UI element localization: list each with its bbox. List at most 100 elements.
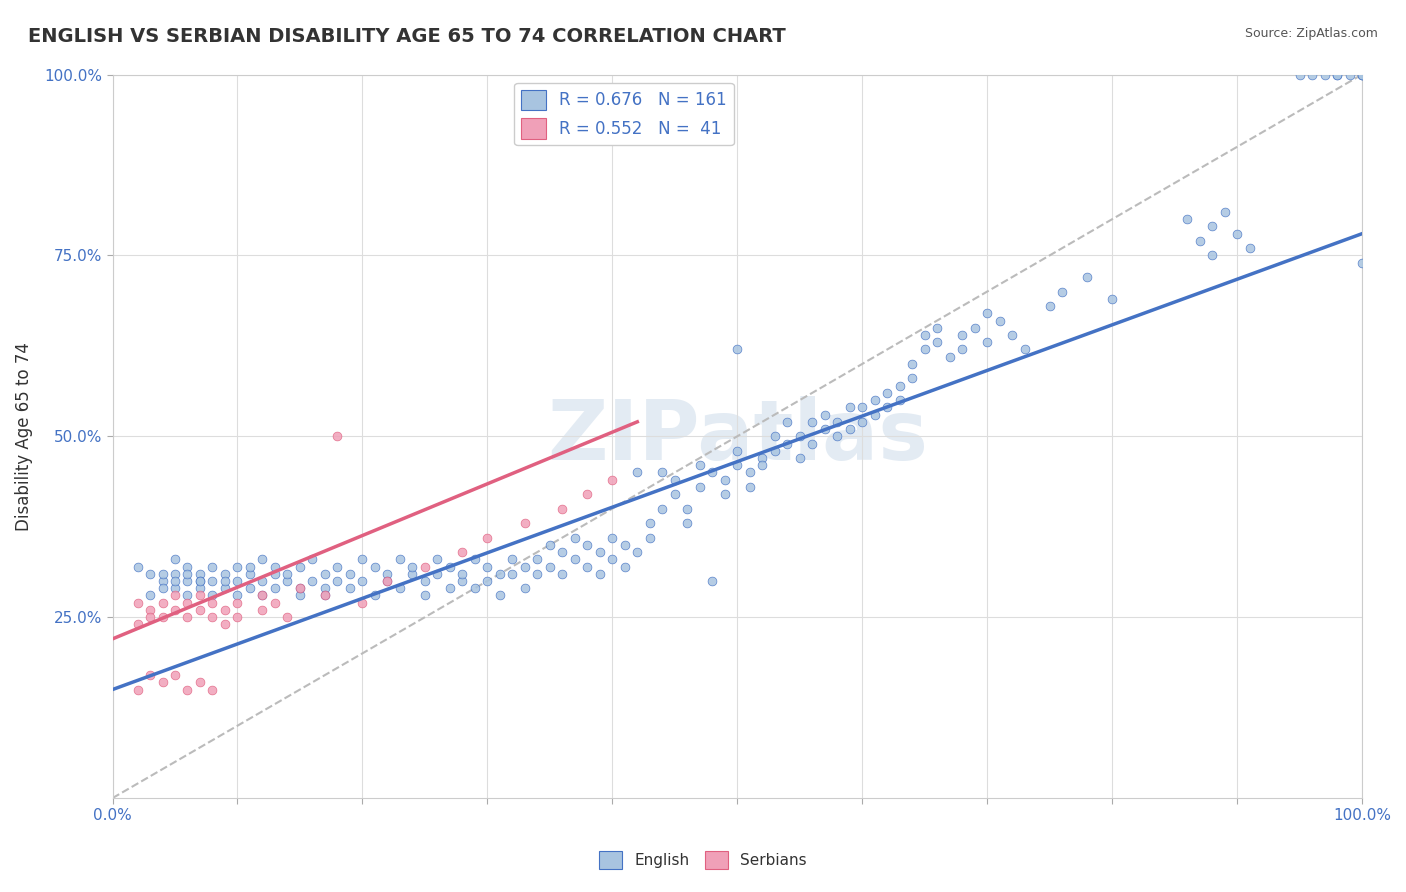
Point xyxy=(188,589,211,603)
Point xyxy=(976,335,998,350)
Point xyxy=(326,429,349,443)
Point xyxy=(638,531,661,545)
Point xyxy=(613,538,636,552)
Point xyxy=(163,574,186,588)
Text: ZIPatlas: ZIPatlas xyxy=(547,396,928,477)
Point xyxy=(176,596,198,610)
Point xyxy=(214,617,236,632)
Point xyxy=(825,429,848,443)
Point xyxy=(927,335,949,350)
Point xyxy=(538,559,561,574)
Point xyxy=(264,596,287,610)
Point xyxy=(477,559,499,574)
Point xyxy=(863,408,886,422)
Point xyxy=(1213,205,1236,219)
Point xyxy=(127,682,149,697)
Point xyxy=(651,466,673,480)
Point xyxy=(513,516,536,530)
Point xyxy=(152,574,174,588)
Point xyxy=(276,610,298,624)
Point xyxy=(163,603,186,617)
Point xyxy=(776,415,799,429)
Point xyxy=(1201,219,1223,234)
Point xyxy=(1175,212,1198,227)
Point xyxy=(763,429,786,443)
Point xyxy=(1288,68,1310,82)
Point xyxy=(1351,68,1374,82)
Point xyxy=(401,559,423,574)
Point xyxy=(176,574,198,588)
Point xyxy=(264,581,287,595)
Point xyxy=(276,566,298,581)
Point xyxy=(377,574,399,588)
Point xyxy=(838,422,860,436)
Point xyxy=(551,566,574,581)
Point xyxy=(239,559,262,574)
Point xyxy=(214,603,236,617)
Point xyxy=(288,581,311,595)
Text: Source: ZipAtlas.com: Source: ZipAtlas.com xyxy=(1244,27,1378,40)
Point xyxy=(589,566,612,581)
Point xyxy=(1188,234,1211,248)
Point xyxy=(851,415,873,429)
Point xyxy=(501,552,523,566)
Point xyxy=(188,675,211,690)
Point xyxy=(152,581,174,595)
Point xyxy=(314,589,336,603)
Point xyxy=(963,320,986,334)
Point xyxy=(564,552,586,566)
Point xyxy=(551,501,574,516)
Point xyxy=(339,566,361,581)
Point xyxy=(1301,68,1323,82)
Point xyxy=(439,559,461,574)
Point xyxy=(139,566,162,581)
Point xyxy=(789,429,811,443)
Point xyxy=(163,668,186,682)
Point xyxy=(377,574,399,588)
Point xyxy=(352,552,374,566)
Point xyxy=(851,401,873,415)
Point xyxy=(451,574,474,588)
Point xyxy=(152,675,174,690)
Point xyxy=(551,545,574,559)
Point xyxy=(288,589,311,603)
Point xyxy=(1326,68,1348,82)
Point xyxy=(301,574,323,588)
Point xyxy=(176,566,198,581)
Point xyxy=(188,566,211,581)
Point xyxy=(489,566,512,581)
Point xyxy=(252,552,274,566)
Point xyxy=(252,574,274,588)
Point xyxy=(451,545,474,559)
Point xyxy=(152,566,174,581)
Point xyxy=(538,538,561,552)
Point xyxy=(1001,328,1024,343)
Point xyxy=(252,589,274,603)
Point xyxy=(239,581,262,595)
Point xyxy=(526,566,548,581)
Point xyxy=(226,589,249,603)
Point xyxy=(214,581,236,595)
Point xyxy=(626,545,648,559)
Point xyxy=(676,516,699,530)
Point xyxy=(1339,68,1361,82)
Point xyxy=(1039,299,1062,313)
Point xyxy=(513,581,536,595)
Point xyxy=(201,596,224,610)
Point xyxy=(388,581,411,595)
Point xyxy=(163,552,186,566)
Point xyxy=(876,401,898,415)
Point xyxy=(188,581,211,595)
Point xyxy=(314,581,336,595)
Point xyxy=(326,559,349,574)
Point xyxy=(413,574,436,588)
Point xyxy=(214,574,236,588)
Point xyxy=(927,320,949,334)
Point xyxy=(576,538,599,552)
Point xyxy=(676,501,699,516)
Point xyxy=(1050,285,1073,299)
Point xyxy=(314,566,336,581)
Point xyxy=(288,559,311,574)
Point xyxy=(226,574,249,588)
Point xyxy=(702,466,724,480)
